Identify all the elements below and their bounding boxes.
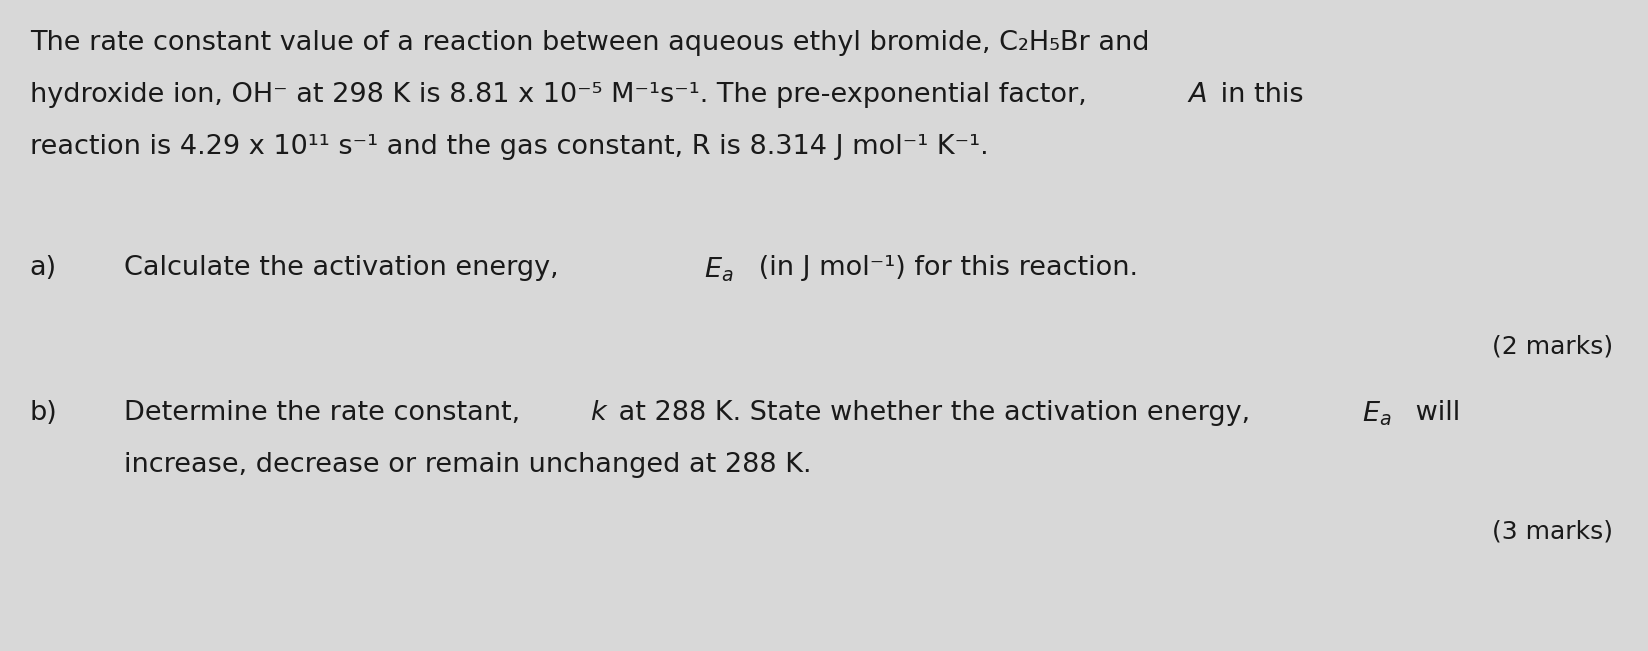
Text: a): a) bbox=[30, 255, 56, 281]
Text: Determine the rate constant,: Determine the rate constant, bbox=[124, 400, 527, 426]
Text: $E_a$: $E_a$ bbox=[704, 255, 733, 283]
Text: $k$: $k$ bbox=[590, 400, 608, 426]
Text: hydroxide ion, OH⁻ at 298 K is 8.81 x 10⁻⁵ M⁻¹s⁻¹. The pre-exponential factor,: hydroxide ion, OH⁻ at 298 K is 8.81 x 10… bbox=[30, 82, 1094, 108]
Text: (in J mol⁻¹) for this reaction.: (in J mol⁻¹) for this reaction. bbox=[750, 255, 1137, 281]
Text: (3 marks): (3 marks) bbox=[1491, 520, 1612, 544]
Text: reaction is 4.29 x 10¹¹ s⁻¹ and the gas constant, R is 8.314 J mol⁻¹ K⁻¹.: reaction is 4.29 x 10¹¹ s⁻¹ and the gas … bbox=[30, 134, 987, 160]
Text: in this: in this bbox=[1211, 82, 1304, 108]
Text: Calculate the activation energy,: Calculate the activation energy, bbox=[124, 255, 567, 281]
Text: increase, decrease or remain unchanged at 288 K.: increase, decrease or remain unchanged a… bbox=[124, 452, 811, 478]
Text: will: will bbox=[1406, 400, 1458, 426]
Text: $A$: $A$ bbox=[1187, 82, 1206, 108]
Text: (2 marks): (2 marks) bbox=[1491, 335, 1612, 359]
Text: The rate constant value of a reaction between aqueous ethyl bromide, C₂H₅Br and: The rate constant value of a reaction be… bbox=[30, 30, 1149, 56]
Text: b): b) bbox=[30, 400, 58, 426]
Text: $E_a$: $E_a$ bbox=[1361, 400, 1391, 428]
Text: at 288 K. State whether the activation energy,: at 288 K. State whether the activation e… bbox=[610, 400, 1257, 426]
